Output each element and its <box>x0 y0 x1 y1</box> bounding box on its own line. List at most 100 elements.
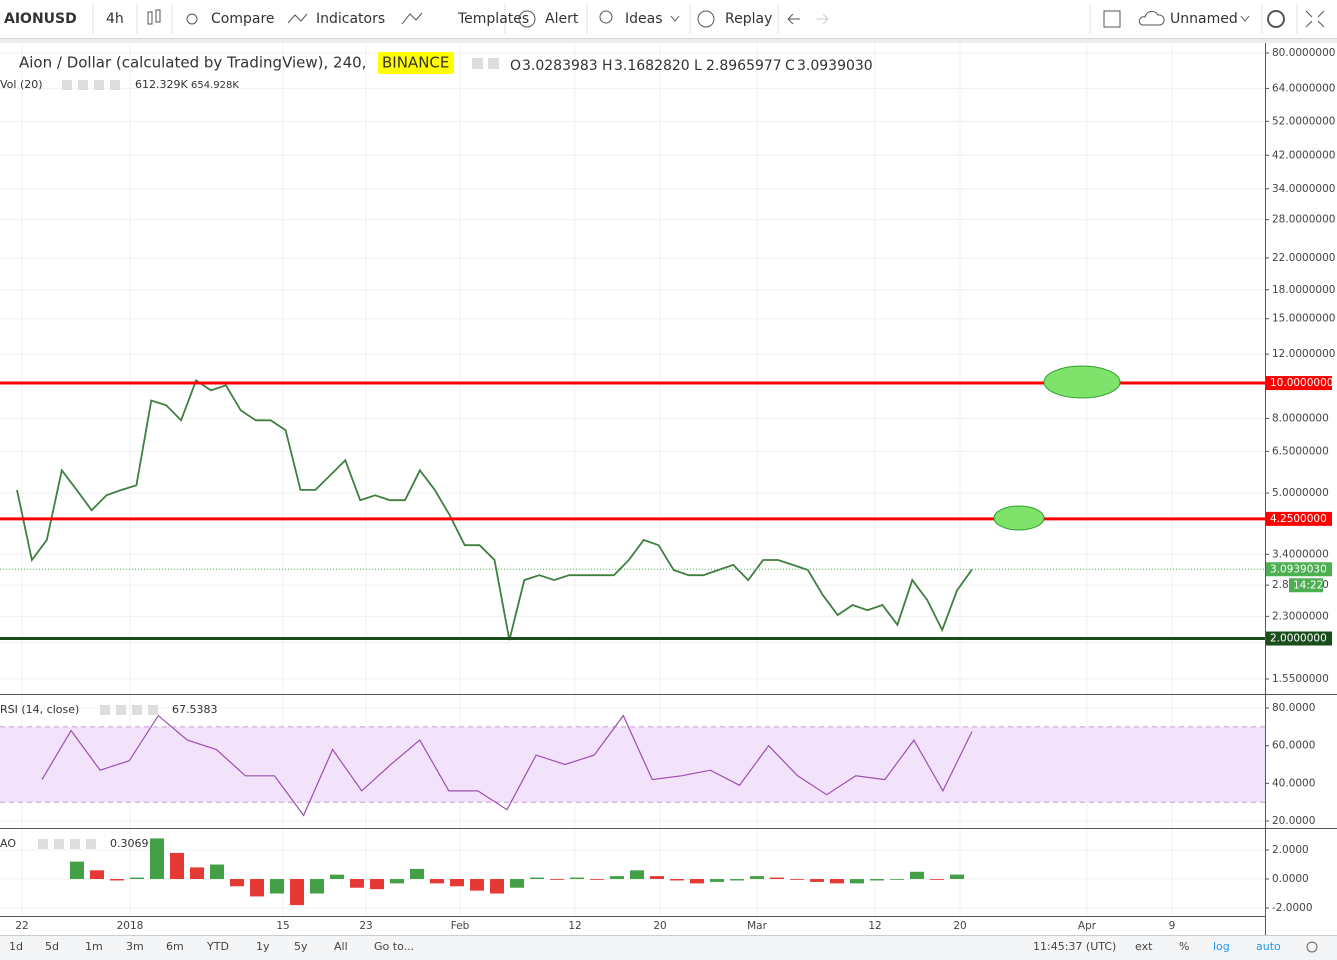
ao-bar <box>390 879 404 884</box>
ao-bar <box>890 879 904 880</box>
compare-button[interactable]: Compare <box>211 11 275 27</box>
indicator-icons <box>62 80 120 90</box>
y-tick-label: 15.0000000 <box>1272 313 1335 325</box>
ao-bar <box>850 879 864 884</box>
volume-average: 654.928K <box>191 80 239 91</box>
range-button[interactable]: 1m <box>85 940 103 953</box>
ohlc-label: C <box>785 58 795 74</box>
rsi-line <box>41 714 973 817</box>
level-label-bg <box>1266 631 1332 646</box>
indicators-button[interactable]: Indicators <box>316 11 385 27</box>
time-tick-label: 2018 <box>117 920 144 932</box>
chart-style-icon[interactable] <box>147 9 161 25</box>
compare-icon <box>186 13 198 25</box>
save-checkbox[interactable] <box>1103 10 1121 28</box>
ao-bar <box>270 879 284 894</box>
ao-bar <box>210 864 224 880</box>
range-button[interactable]: 3m <box>126 940 144 953</box>
ohlc-value: 2.8965977 <box>706 58 782 74</box>
y-tick-label: 20.0000 <box>1272 815 1315 827</box>
toolbar <box>0 0 1337 38</box>
y-tick-label: 22.0000000 <box>1272 252 1335 264</box>
ao-bar <box>90 870 104 880</box>
settings-button[interactable] <box>1267 10 1285 28</box>
ohlc-value: 3.0939030 <box>797 58 873 74</box>
ideas-icon <box>599 10 613 24</box>
axis-settings[interactable] <box>1306 941 1318 953</box>
ao-label: AO <box>0 837 16 850</box>
ideas-button[interactable]: Ideas <box>625 11 663 27</box>
ao-bar <box>170 852 184 880</box>
ao-bar <box>250 879 264 897</box>
ao-bar <box>930 879 944 880</box>
indicators-icon <box>287 13 308 24</box>
y-tick-label: 0.0000 <box>1272 873 1309 885</box>
ao-bar <box>870 879 884 881</box>
fullscreen-button[interactable] <box>1305 10 1325 28</box>
ohlc-label: H <box>602 58 613 74</box>
ao-bar <box>810 879 824 882</box>
redo-button[interactable] <box>816 13 829 25</box>
scale-toggle[interactable]: ext <box>1135 940 1153 953</box>
ao-bar <box>410 868 424 880</box>
y-tick-label: 80.0000000 <box>1272 47 1335 59</box>
replay-button[interactable]: Replay <box>725 11 772 27</box>
layout-caret <box>1240 15 1250 22</box>
y-tick-label: 80.0000 <box>1272 702 1315 714</box>
target-ellipse <box>993 505 1045 531</box>
y-tick-label: 8.0000000 <box>1272 412 1329 424</box>
rsi-band <box>0 726 1265 803</box>
ao-bar <box>330 874 344 880</box>
symbol[interactable]: AIONUSD <box>4 11 77 27</box>
ao-bar <box>550 879 564 880</box>
price-line <box>16 379 973 641</box>
y-tick-label: 3.4000000 <box>1272 548 1329 560</box>
scale-toggle[interactable]: log <box>1213 940 1230 953</box>
toolbar-gap <box>0 39 1337 43</box>
ao-bar <box>450 879 464 887</box>
ao-bar <box>430 879 444 884</box>
replay-icon <box>697 10 715 28</box>
scale-toggle[interactable]: auto <box>1256 940 1281 953</box>
legend-icons <box>472 58 499 69</box>
ao-bar <box>630 870 644 880</box>
ao-bar <box>470 879 484 891</box>
scale-toggle[interactable]: % <box>1179 940 1189 953</box>
range-button[interactable]: 6m <box>166 940 184 953</box>
ao-bar <box>690 879 704 884</box>
ao-bar <box>950 874 964 880</box>
goto-button[interactable]: Go to... <box>374 940 414 953</box>
y-tick-label: 6.5000000 <box>1272 445 1329 457</box>
level-label: 2.0000000 <box>1270 633 1327 645</box>
interval[interactable]: 4h <box>106 11 124 27</box>
layout-name[interactable]: Unnamed <box>1170 11 1238 27</box>
range-button[interactable]: All <box>334 940 348 953</box>
level-label-bg <box>1266 511 1332 526</box>
indicator-icons <box>100 705 158 715</box>
range-button[interactable]: 1d <box>9 940 23 953</box>
ao-value: 0.3069 <box>110 837 149 850</box>
y-tick-label: 18.0000000 <box>1272 284 1335 296</box>
ao-bar <box>190 867 204 880</box>
time-tick-label: 20 <box>953 920 966 932</box>
ao-bar <box>150 838 164 880</box>
ao-bar <box>790 879 804 880</box>
ao-bar <box>370 879 384 890</box>
y-tick-label: 42.0000000 <box>1272 149 1335 161</box>
range-button[interactable]: 1y <box>256 940 270 953</box>
range-button[interactable]: YTD <box>206 940 229 953</box>
range-button[interactable]: 5y <box>294 940 308 953</box>
range-button[interactable]: 5d <box>45 940 59 953</box>
ao-bar <box>830 879 844 884</box>
volume-label: Vol (20) <box>0 78 43 91</box>
y-tick-label: 12.0000000 <box>1272 348 1335 360</box>
y-tick-label: 2.0000 <box>1272 844 1309 856</box>
undo-button[interactable] <box>787 13 800 25</box>
templates-button[interactable]: Templates <box>457 11 529 27</box>
alert-button[interactable]: Alert <box>545 11 579 27</box>
ao-bar <box>510 879 524 888</box>
exchange-highlight <box>378 52 454 74</box>
ao-bar <box>570 877 584 880</box>
rsi-label: RSI (14, close) <box>0 703 79 716</box>
